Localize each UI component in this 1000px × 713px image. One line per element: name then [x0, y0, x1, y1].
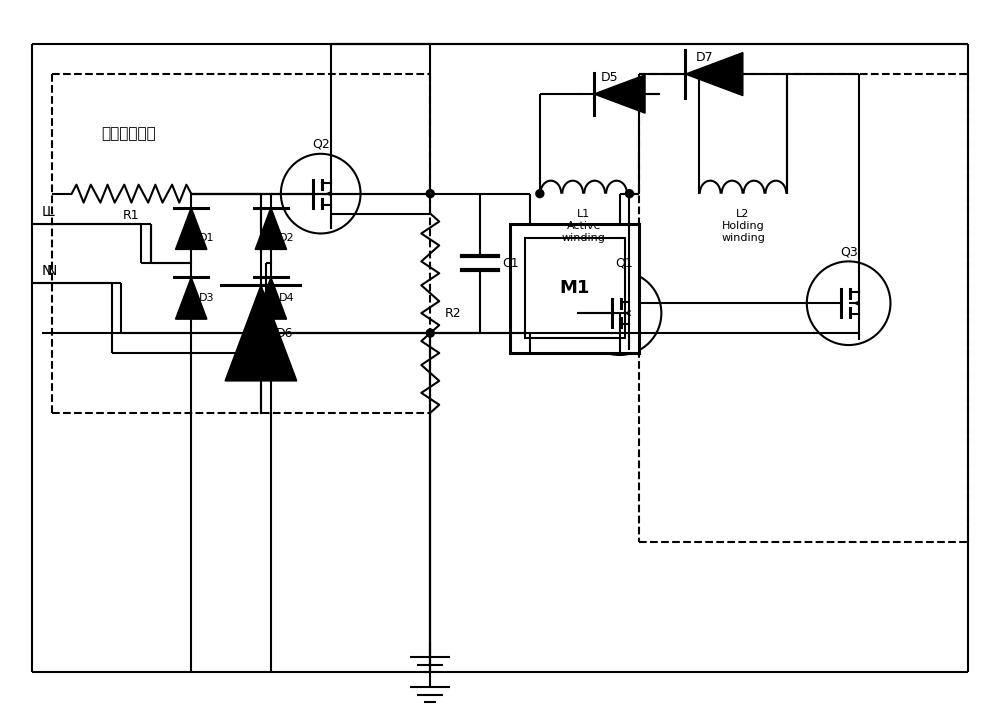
Text: C1: C1: [502, 257, 519, 270]
Polygon shape: [594, 75, 645, 113]
Circle shape: [536, 190, 544, 198]
Text: R1: R1: [123, 209, 140, 222]
Text: Q3: Q3: [840, 245, 858, 258]
Text: M1: M1: [560, 279, 590, 297]
Polygon shape: [176, 277, 207, 319]
Text: R2: R2: [445, 307, 462, 319]
Circle shape: [626, 190, 633, 198]
Text: D3: D3: [199, 293, 215, 303]
Text: D7: D7: [695, 51, 713, 64]
Text: L: L: [47, 205, 55, 219]
Polygon shape: [225, 285, 297, 381]
Polygon shape: [685, 53, 743, 96]
Polygon shape: [255, 207, 287, 250]
Text: 监视模块电路: 监视模块电路: [102, 126, 156, 141]
Polygon shape: [255, 277, 287, 319]
Polygon shape: [176, 207, 207, 250]
Circle shape: [426, 329, 434, 337]
Circle shape: [426, 190, 434, 198]
Text: L: L: [42, 205, 50, 219]
Text: D1: D1: [199, 233, 215, 243]
Bar: [525, 238, 625, 338]
Text: Q2: Q2: [312, 138, 330, 151]
Bar: [510, 223, 639, 353]
Text: D5: D5: [601, 71, 618, 84]
Text: D4: D4: [279, 293, 294, 303]
Text: D2: D2: [279, 233, 294, 243]
Text: D6: D6: [276, 327, 293, 339]
Text: Q1: Q1: [616, 257, 633, 270]
Text: N: N: [47, 265, 57, 278]
Text: L1
Active
winding: L1 Active winding: [562, 209, 606, 243]
Text: N: N: [42, 265, 52, 278]
Text: L2
Holding
winding: L2 Holding winding: [721, 209, 765, 243]
